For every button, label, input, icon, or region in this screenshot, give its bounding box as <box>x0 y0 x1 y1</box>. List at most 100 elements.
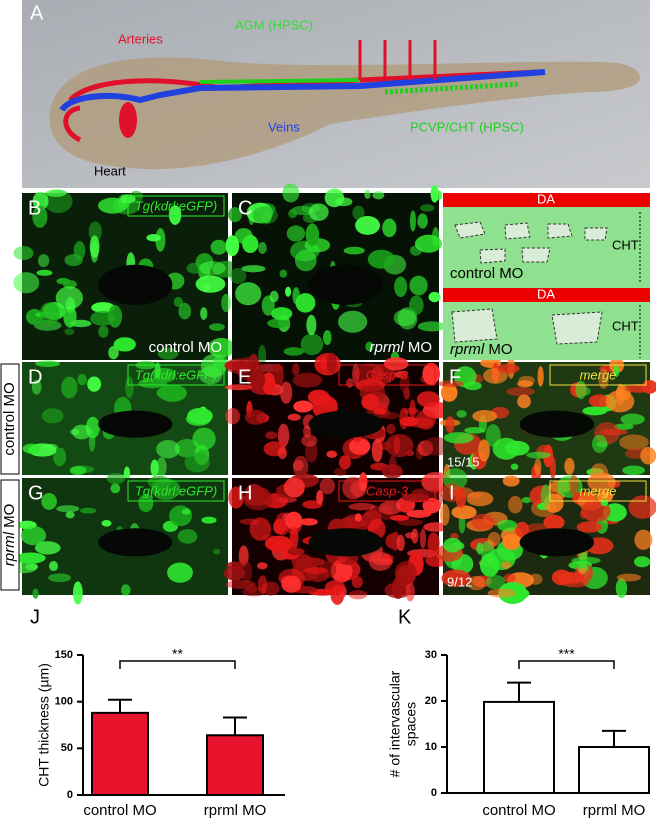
cell <box>308 203 329 221</box>
cell <box>243 488 273 511</box>
cell <box>101 519 112 527</box>
cell <box>147 475 171 489</box>
cell <box>265 431 278 440</box>
cell <box>306 314 317 336</box>
cell <box>619 434 649 451</box>
cell <box>31 379 42 395</box>
cell <box>125 376 134 399</box>
cell <box>235 282 262 306</box>
cell <box>98 325 109 338</box>
cell <box>319 477 335 495</box>
cell <box>300 333 324 356</box>
cell <box>146 234 161 242</box>
cell <box>168 205 182 225</box>
cell <box>167 562 193 583</box>
y-tick-label: 100 <box>55 696 73 708</box>
cell <box>620 413 645 425</box>
cell <box>221 293 231 313</box>
cell <box>267 318 290 329</box>
space <box>521 247 551 263</box>
cell <box>443 537 462 553</box>
cell <box>72 424 92 440</box>
cell <box>502 534 522 550</box>
cell <box>467 575 486 591</box>
cell <box>13 246 34 261</box>
cell <box>528 573 543 585</box>
cell <box>288 209 298 219</box>
cell <box>440 383 458 402</box>
cell <box>174 439 200 458</box>
cell <box>430 185 439 203</box>
marker-box <box>127 364 225 386</box>
cell <box>239 518 260 525</box>
cell <box>354 363 385 385</box>
cell <box>628 495 656 519</box>
cell <box>600 499 609 507</box>
cell <box>605 390 635 413</box>
panel-letter: K <box>398 606 412 628</box>
label: Heart <box>94 163 126 178</box>
panel-letter: C <box>238 197 252 219</box>
panel-letter: D <box>28 366 42 388</box>
cell <box>187 407 213 425</box>
cell <box>208 338 235 358</box>
cell <box>34 541 61 555</box>
vessel <box>443 288 650 302</box>
cell <box>615 578 628 598</box>
cell <box>591 434 608 453</box>
condition: rprml MO <box>369 339 432 356</box>
cell <box>393 436 401 454</box>
marker-box <box>127 480 225 502</box>
cell <box>354 513 362 522</box>
cell <box>88 221 102 242</box>
lumen <box>308 264 384 305</box>
condition: MO <box>408 339 432 356</box>
cell <box>90 310 116 326</box>
cell <box>123 466 131 481</box>
cell <box>338 310 368 333</box>
marker-box <box>127 195 225 217</box>
cell <box>138 494 154 513</box>
cell <box>157 347 179 360</box>
cell <box>39 302 60 326</box>
space <box>547 223 573 239</box>
cell <box>228 207 242 223</box>
cell <box>422 497 441 514</box>
cell <box>443 432 474 444</box>
cell <box>399 372 410 393</box>
cell <box>355 216 381 235</box>
cell <box>321 399 338 408</box>
cell <box>549 456 556 480</box>
cell <box>41 408 64 424</box>
cell <box>195 275 226 293</box>
condition: MO <box>488 341 512 358</box>
cell <box>273 518 287 535</box>
cell <box>264 535 293 552</box>
cell <box>456 410 467 418</box>
y-axis-label: spaces <box>403 702 419 746</box>
cell <box>279 269 288 278</box>
cell <box>364 189 371 199</box>
artery <box>63 105 82 143</box>
cell <box>98 197 128 214</box>
cell <box>409 295 424 315</box>
marker-box <box>549 480 647 502</box>
cell <box>73 241 86 261</box>
cell <box>294 249 317 272</box>
cell <box>200 307 208 320</box>
panel-letter: A <box>30 2 44 24</box>
cell <box>316 490 324 505</box>
cell <box>479 553 500 577</box>
space <box>551 311 603 345</box>
cell <box>280 381 293 404</box>
cell <box>281 576 302 593</box>
label-box <box>0 479 20 591</box>
panel-a: A Arteries AGM (HPSC) Veins PCVP/CHT (HP… <box>22 0 650 188</box>
cell <box>383 357 409 371</box>
cell <box>598 368 609 389</box>
cell <box>614 423 634 430</box>
cell <box>419 204 435 212</box>
cell <box>323 330 332 346</box>
cell <box>492 437 520 460</box>
cell <box>156 440 180 459</box>
